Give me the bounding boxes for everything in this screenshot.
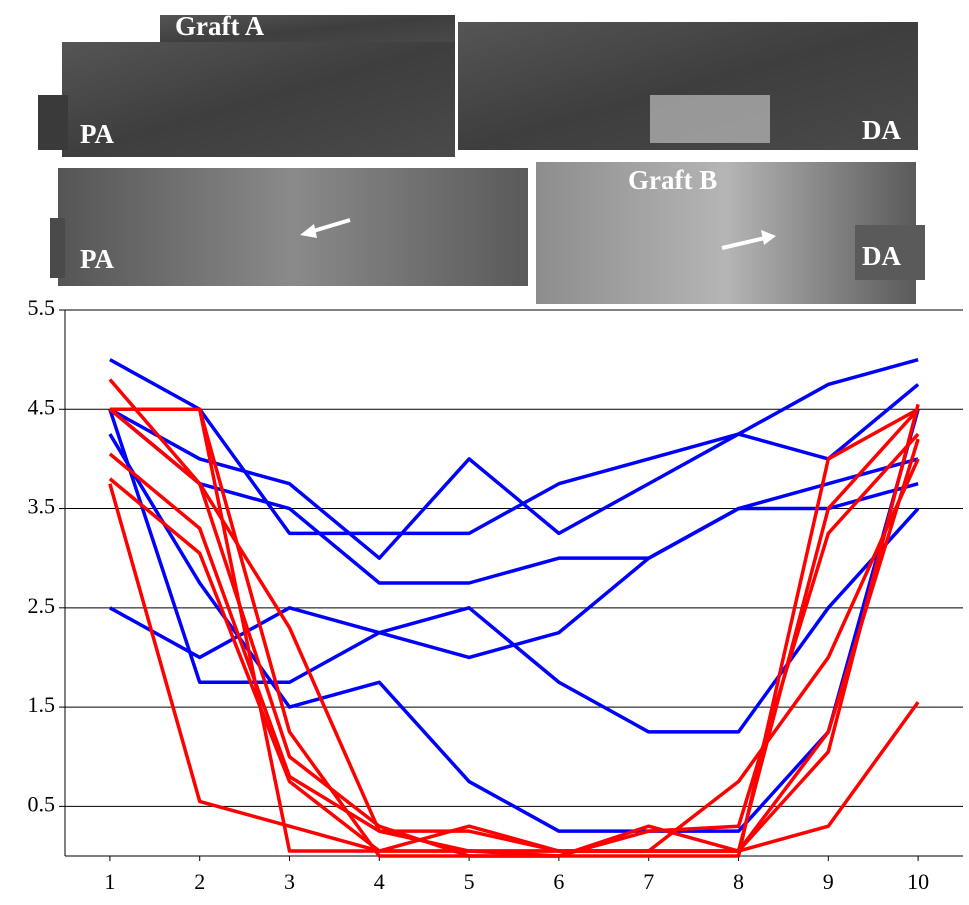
x-tick-label: 8	[733, 869, 744, 894]
panel-label: PA	[80, 244, 114, 274]
panel-label: PA	[80, 119, 114, 149]
x-tick-label: 2	[194, 869, 205, 894]
x-tick-label: 4	[374, 869, 385, 894]
series-line	[108, 408, 920, 734]
series-line	[108, 407, 919, 585]
y-tick-label: 1.5	[28, 692, 56, 717]
photo-piece	[38, 95, 68, 150]
series-line	[108, 483, 920, 853]
series-line	[108, 408, 920, 833]
photo-piece	[62, 42, 455, 157]
x-tick-label: 9	[823, 869, 834, 894]
series-line	[108, 407, 920, 858]
photo-piece	[50, 218, 65, 278]
x-tick-label: 3	[284, 869, 295, 894]
photo-patch	[650, 95, 770, 143]
photo-montage: Graft A PA DA PA Graft B DA	[38, 11, 925, 304]
series-line	[109, 403, 920, 853]
series-line	[108, 458, 920, 853]
x-tick-label: 6	[553, 869, 564, 894]
photo-piece	[855, 225, 925, 280]
x-tick-label: 5	[464, 869, 475, 894]
y-tick-label: 2.5	[28, 593, 56, 618]
panel-label: DA	[862, 115, 901, 145]
y-tick-label: 5.5	[28, 295, 56, 320]
y-tick-label: 4.5	[28, 394, 56, 419]
chart: 0.5 1.5 2.5 3.5 4.5 5.5 1 2 3 4 5 6 7 8 9 10	[28, 295, 963, 894]
arrow-head	[761, 230, 776, 245]
panel-label: Graft B	[628, 165, 717, 195]
panel-label: DA	[862, 241, 901, 271]
y-tick-label: 3.5	[28, 494, 56, 519]
x-tick-label: 1	[104, 869, 115, 894]
arrow	[721, 236, 766, 250]
series-line	[108, 432, 920, 858]
arrow	[309, 218, 351, 234]
photo-piece	[536, 162, 916, 304]
x-tick-label: 7	[643, 869, 654, 894]
arrow-head	[300, 224, 317, 238]
series-line	[109, 357, 919, 536]
x-tick-label: 10	[907, 869, 929, 894]
y-tick-label: 0.5	[28, 791, 56, 816]
photo-piece	[160, 15, 455, 45]
panel-label: Graft A	[175, 11, 265, 41]
photo-piece	[58, 168, 528, 286]
